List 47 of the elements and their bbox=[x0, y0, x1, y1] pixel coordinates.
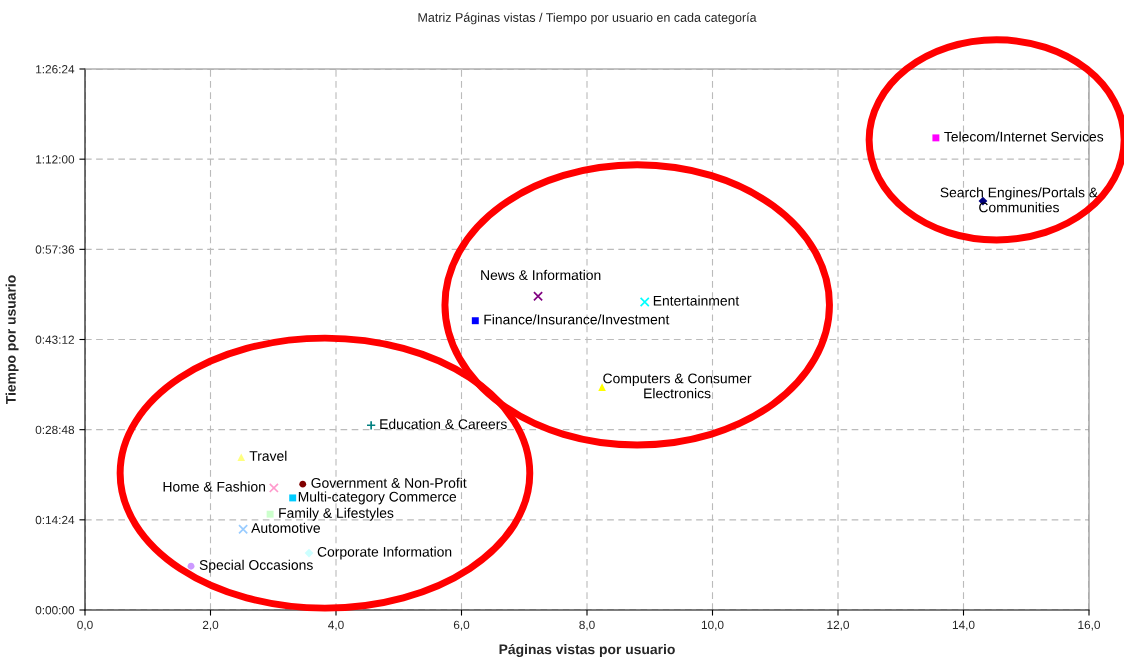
point bbox=[639, 296, 650, 307]
point bbox=[299, 480, 307, 488]
series-label: Entertainment bbox=[653, 295, 740, 306]
x-tick-label: 4,0 bbox=[328, 620, 344, 631]
x-tick-label: 0,0 bbox=[77, 620, 93, 631]
x-tick-label: 16,0 bbox=[1078, 620, 1101, 631]
series-label: Special Occasions bbox=[199, 559, 313, 573]
point bbox=[266, 510, 274, 518]
x-tick-label: 12,0 bbox=[827, 620, 850, 631]
point bbox=[304, 548, 314, 558]
x-tick-label: 2,0 bbox=[202, 620, 219, 631]
point bbox=[533, 291, 543, 302]
x-tick-label: 14,0 bbox=[952, 620, 975, 631]
point bbox=[268, 482, 279, 493]
x-tick-label: 6,0 bbox=[453, 620, 470, 631]
series-label: Finance/Insurance/Investment bbox=[484, 314, 670, 325]
series-label: Corporate Information bbox=[317, 546, 452, 560]
y-axis-title: Tiempo por usuario bbox=[5, 275, 19, 405]
y-tick-label: 0:28:48 bbox=[35, 425, 75, 435]
point bbox=[289, 494, 297, 502]
x-tick-label: 8,0 bbox=[579, 620, 595, 631]
series-label: Family & Lifestyles bbox=[279, 507, 394, 521]
series-label: Telecom/Internet Services bbox=[944, 131, 1104, 142]
series-label: Automotive bbox=[251, 522, 320, 533]
point bbox=[237, 453, 246, 462]
y-tick-label: 1:26:24 bbox=[36, 65, 75, 74]
y-tick-label: 0:57:36 bbox=[35, 245, 75, 254]
point bbox=[187, 562, 195, 570]
point bbox=[238, 524, 249, 535]
x-tick-label: 10,0 bbox=[701, 620, 724, 631]
series-label: Home & Fashion bbox=[163, 481, 265, 492]
y-tick-label: 0:14:24 bbox=[35, 515, 75, 525]
series-label: Government & Non-Profit bbox=[311, 477, 467, 488]
y-tick-label: 1:12:00 bbox=[36, 155, 75, 164]
point bbox=[932, 134, 940, 142]
series-label: Education & Careers bbox=[380, 418, 507, 430]
text: Search Engines/Portals & Communities bbox=[940, 187, 1098, 213]
series-label: Travel bbox=[249, 450, 287, 461]
series-label: Computers & Consumer Electronics bbox=[603, 373, 752, 399]
x-axis-title: Páginas vistas por usuario bbox=[499, 643, 675, 658]
series-label: Multi-category Commerce bbox=[298, 491, 457, 505]
point bbox=[471, 317, 479, 325]
y-tick-label: 0:43:12 bbox=[35, 335, 74, 344]
y-tick-label: 0:00:00 bbox=[35, 606, 75, 615]
point bbox=[366, 420, 377, 431]
chart-title: Matriz Páginas vistas / Tiempo por usuario en cada categoría bbox=[418, 12, 757, 25]
series-label: News & Information bbox=[481, 269, 601, 281]
